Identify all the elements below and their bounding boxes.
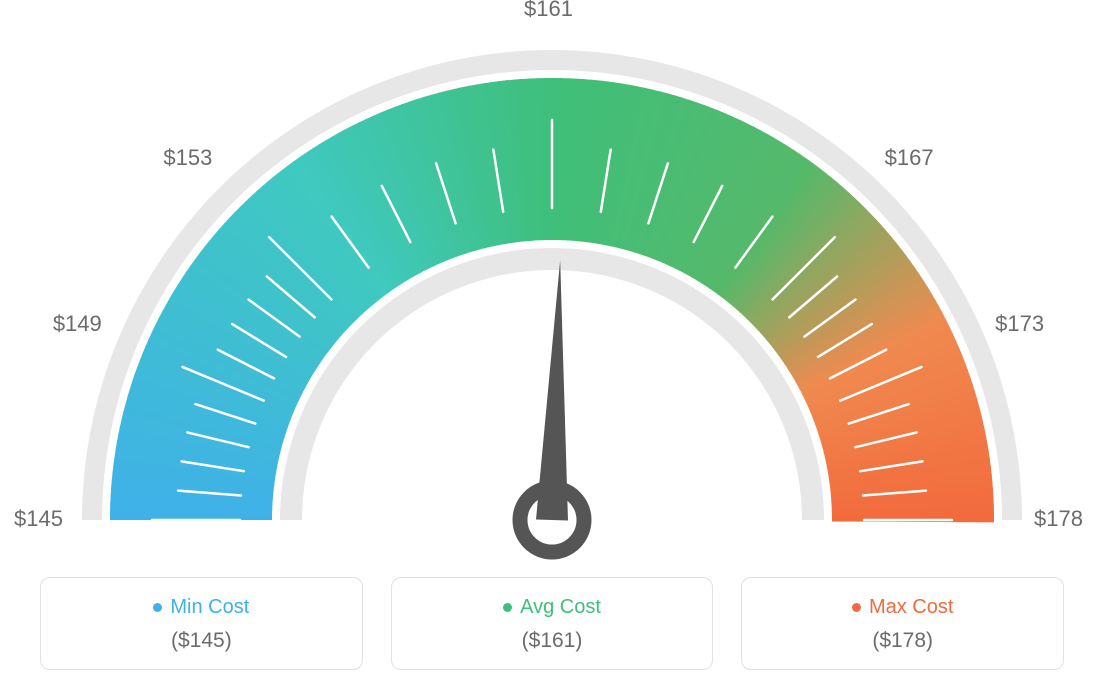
gauge-tick-label: $153 xyxy=(163,145,212,171)
legend-dot-max xyxy=(852,603,861,612)
gauge-area: $145 $149 $153 $161 $167 $173 $178 xyxy=(0,0,1104,560)
chart-container: $145 $149 $153 $161 $167 $173 $178 Min Cost ($… xyxy=(0,0,1104,690)
legend-row: Min Cost ($145) Avg Cost ($161) Max Cost… xyxy=(40,577,1064,670)
legend-card-avg: Avg Cost ($161) xyxy=(391,577,714,670)
legend-card-min: Min Cost ($145) xyxy=(40,577,363,670)
gauge-tick-label: $161 xyxy=(524,0,573,22)
legend-value-avg: ($161) xyxy=(402,629,703,653)
gauge-tick-label: $173 xyxy=(995,311,1044,337)
gauge-tick-label: $178 xyxy=(1034,506,1083,532)
legend-label-min: Min Cost xyxy=(170,596,249,619)
gauge-tick-label: $145 xyxy=(14,506,63,532)
legend-dot-avg xyxy=(503,603,512,612)
legend-card-max: Max Cost ($178) xyxy=(741,577,1064,670)
gauge-svg xyxy=(0,0,1104,560)
legend-dot-min xyxy=(153,603,162,612)
legend-value-min: ($145) xyxy=(51,629,352,653)
gauge-tick-label: $149 xyxy=(53,311,102,337)
legend-value-max: ($178) xyxy=(752,629,1053,653)
legend-title-max: Max Cost xyxy=(852,596,953,619)
legend-title-avg: Avg Cost xyxy=(503,596,601,619)
legend-label-avg: Avg Cost xyxy=(520,596,601,619)
legend-title-min: Min Cost xyxy=(153,596,249,619)
gauge-tick-label: $167 xyxy=(885,145,934,171)
legend-label-max: Max Cost xyxy=(869,596,953,619)
